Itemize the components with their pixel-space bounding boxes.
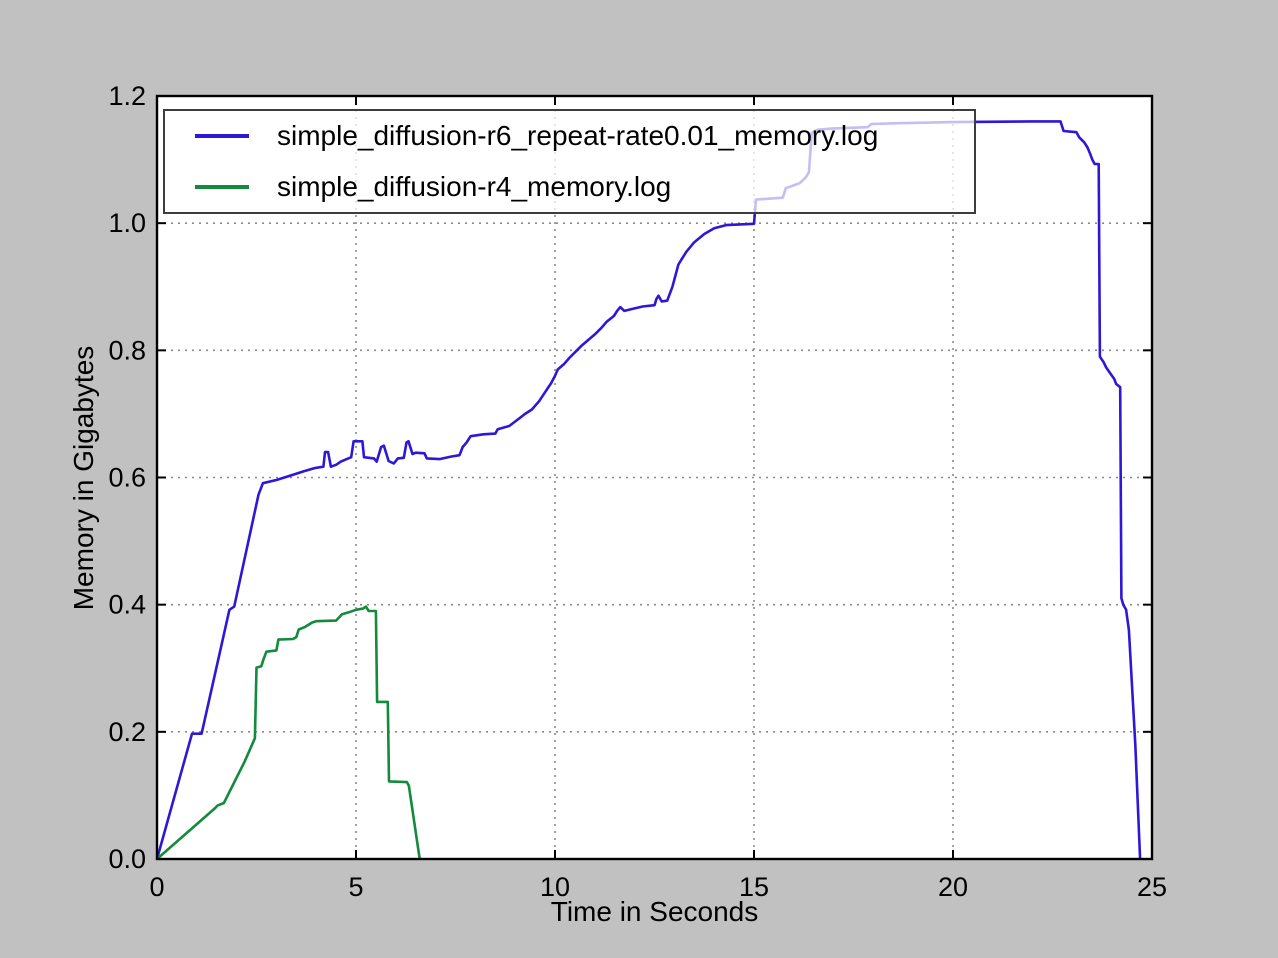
x-tick-label: 25 bbox=[1137, 872, 1167, 902]
series-line-1 bbox=[156, 605, 421, 860]
legend-entry-r6: simple_diffusion-r6_repeat-rate0.01_memo… bbox=[195, 111, 974, 161]
y-axis-label: Memory in Gigabytes bbox=[68, 345, 99, 611]
legend: simple_diffusion-r6_repeat-rate0.01_memo… bbox=[163, 109, 976, 214]
legend-entry-r4: simple_diffusion-r4_memory.log bbox=[195, 162, 974, 212]
y-tick-label: 0.2 bbox=[108, 717, 146, 747]
y-tick-label: 1.2 bbox=[108, 81, 146, 111]
series-line-0 bbox=[155, 120, 1142, 860]
y-tick-label: 0.4 bbox=[108, 590, 146, 620]
y-tick-label: 0.6 bbox=[108, 463, 146, 493]
legend-line-sample-blue bbox=[195, 134, 249, 139]
legend-label-r6: simple_diffusion-r6_repeat-rate0.01_memo… bbox=[277, 120, 879, 152]
x-tick-label: 5 bbox=[348, 872, 363, 902]
x-axis-label: Time in Seconds bbox=[550, 896, 759, 927]
x-tick-label: 10 bbox=[540, 872, 570, 902]
y-tick-label: 0.8 bbox=[108, 335, 146, 365]
y-tick-label: 1.0 bbox=[108, 208, 146, 238]
y-tick-label: 0.0 bbox=[108, 844, 146, 874]
x-tick-label: 15 bbox=[739, 872, 769, 902]
x-tick-label: 0 bbox=[149, 872, 164, 902]
legend-label-r4: simple_diffusion-r4_memory.log bbox=[277, 170, 672, 202]
plot-border bbox=[155, 94, 1154, 861]
x-tick-label: 20 bbox=[938, 872, 968, 902]
legend-line-sample-green bbox=[195, 184, 249, 189]
